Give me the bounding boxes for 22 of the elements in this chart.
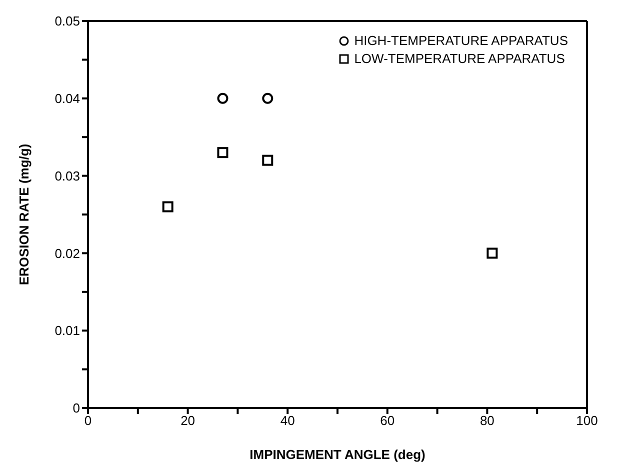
y-tick-label: 0.04: [54, 91, 80, 106]
legend-label: HIGH-TEMPERATURE APPARATUS: [354, 32, 568, 50]
y-tick-label: 0: [72, 400, 80, 416]
x-tick-label: 100: [576, 413, 598, 428]
y-tick-label: 0.02: [54, 246, 80, 261]
point: [486, 248, 498, 259]
x-tick-label: 60: [380, 413, 395, 428]
y-tick-label: 0.05: [54, 14, 80, 29]
point: [217, 92, 228, 104]
x-tick-label: 20: [180, 413, 196, 428]
y-tick-label: 0.01: [54, 323, 80, 338]
x-tick-label: 0: [84, 413, 92, 428]
x-tick-label: 40: [280, 413, 295, 428]
legend-label: LOW-TEMPERATURE APPARATUS: [354, 50, 565, 68]
y-tick-label: 0.03: [54, 168, 80, 184]
x-tick-label: 80: [480, 413, 494, 428]
x-axis-title: IMPINGEMENT ANGLE (deg): [250, 447, 426, 462]
point: [262, 92, 274, 104]
y-axis-title: EROSION RATE (mg/g): [16, 144, 32, 286]
point: [262, 154, 274, 166]
point: [217, 147, 228, 158]
point: [162, 201, 174, 212]
